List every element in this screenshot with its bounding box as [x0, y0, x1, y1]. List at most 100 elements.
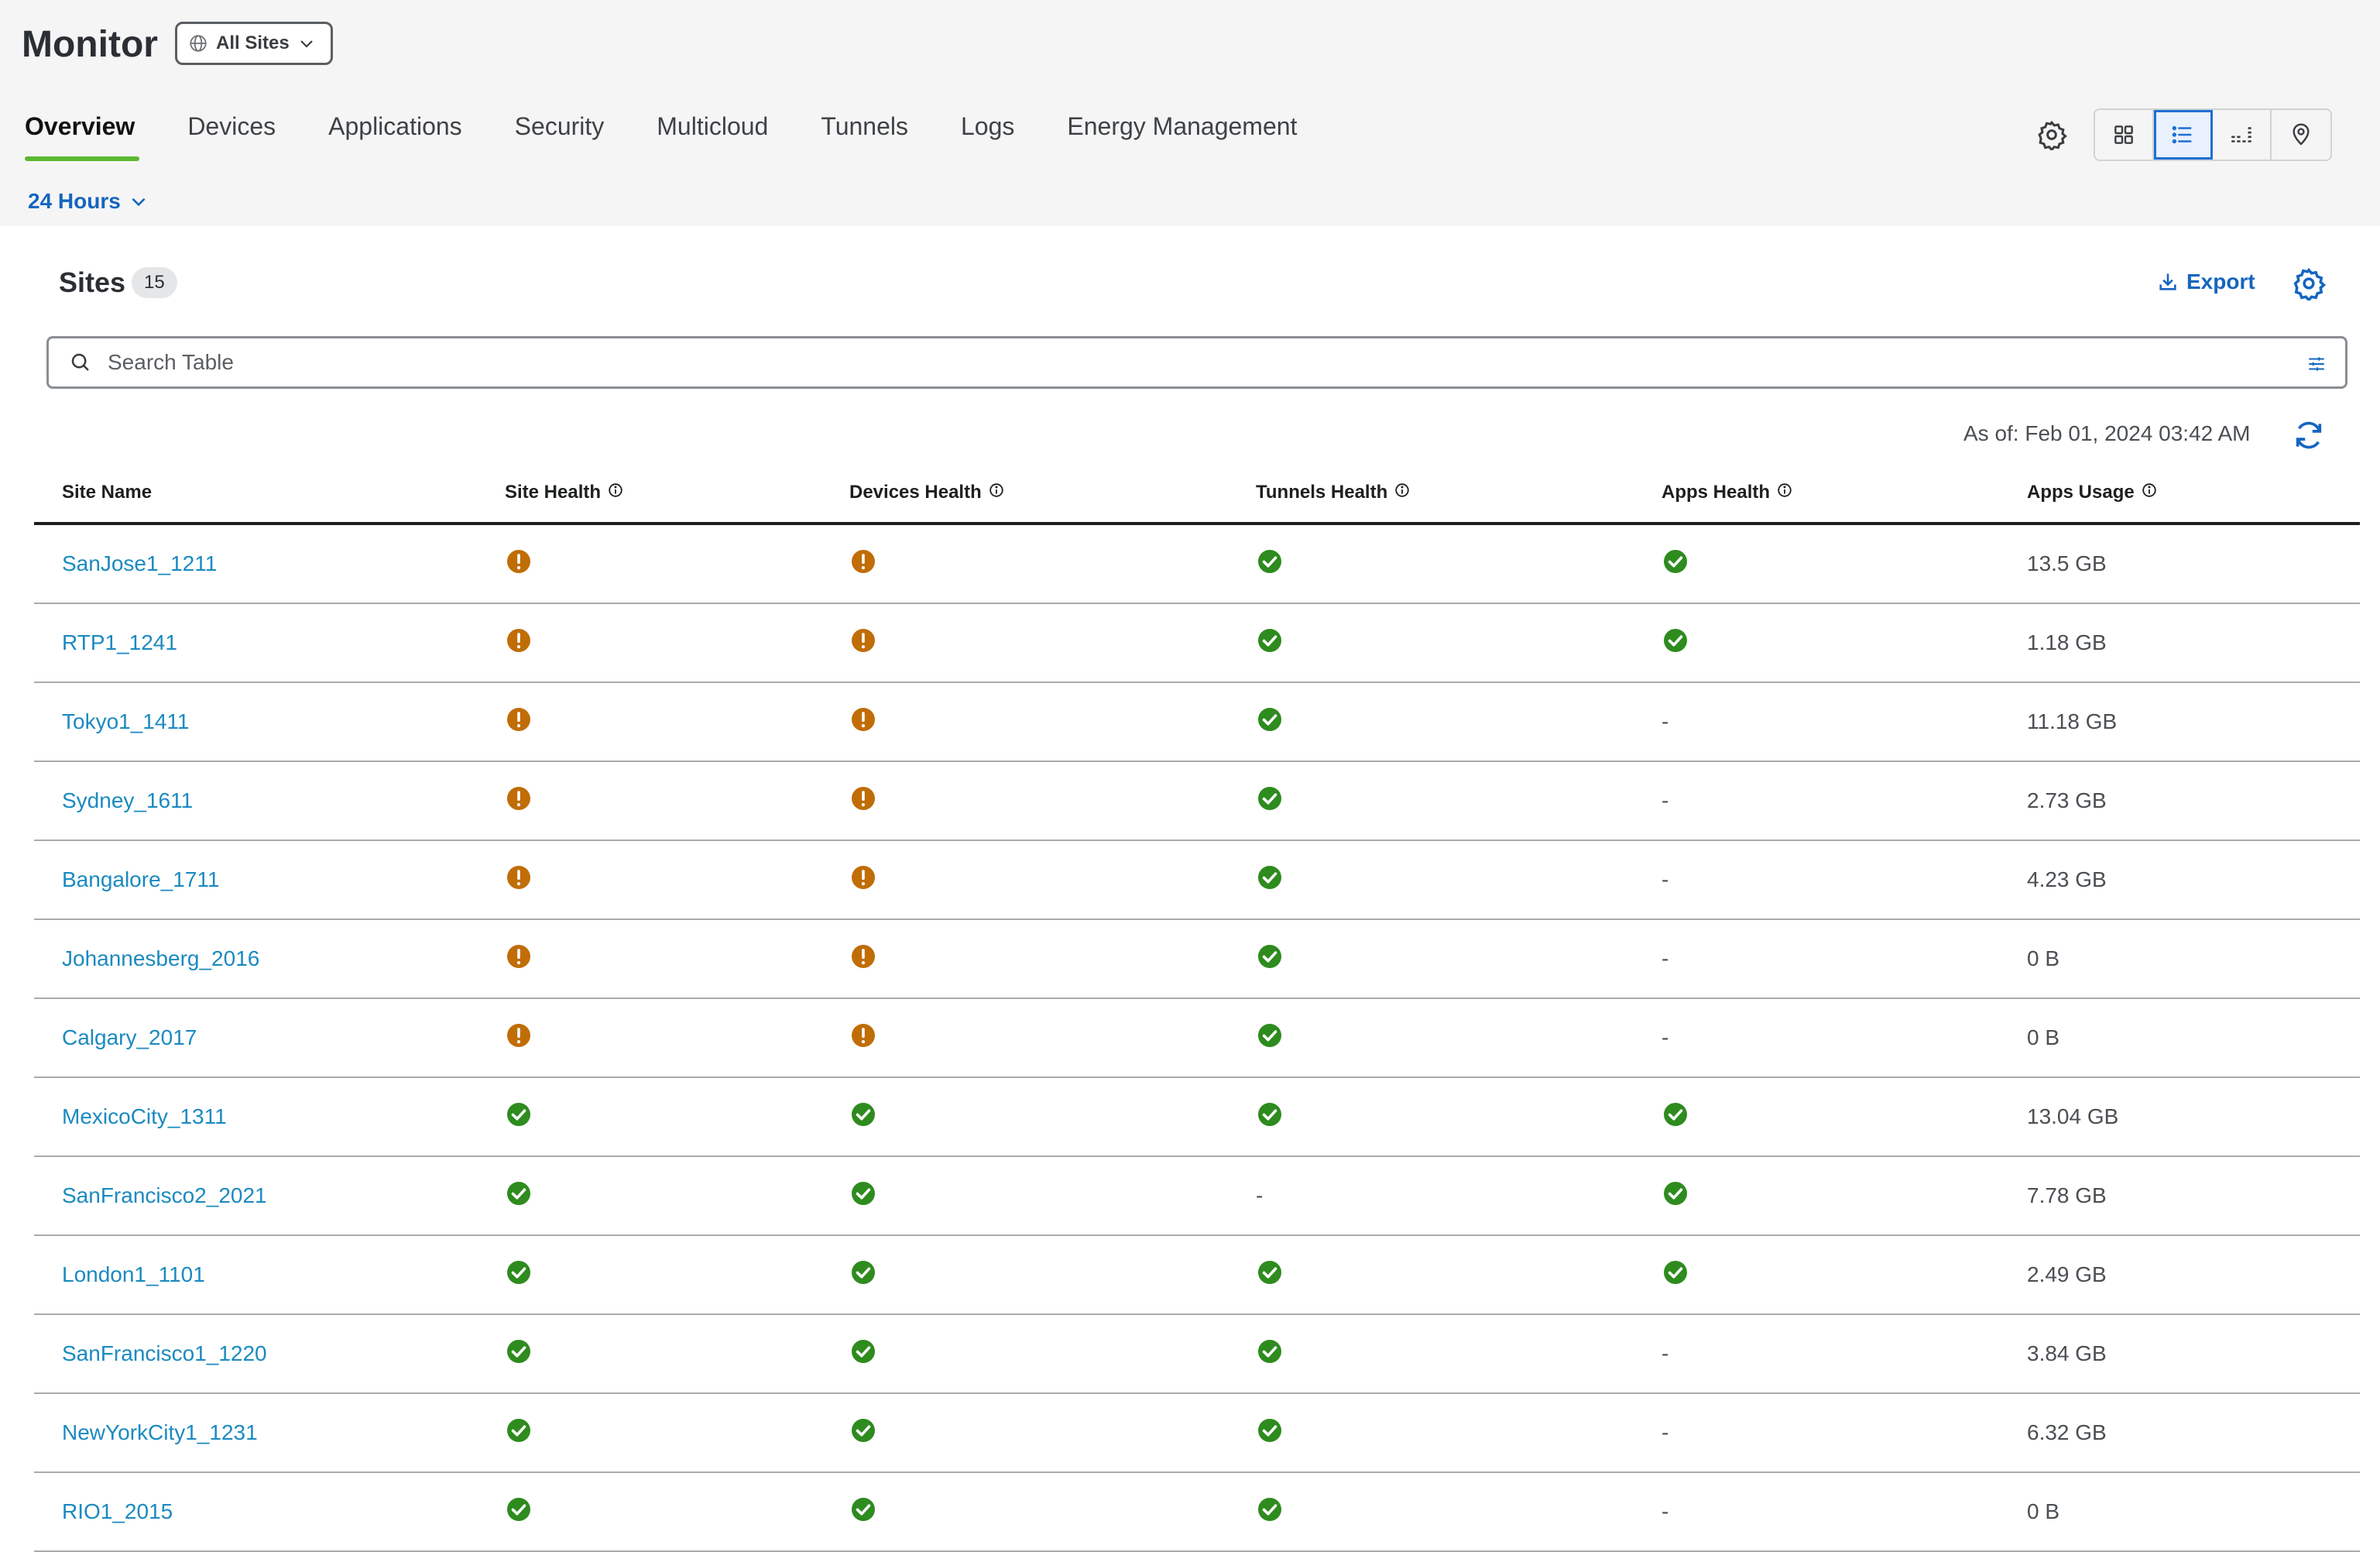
tab-overview[interactable]: Overview	[25, 107, 140, 161]
site-name-cell: SanFrancisco2_2021	[34, 1183, 477, 1208]
tunnels-health-cell	[1228, 1100, 1634, 1134]
apps-health-cell: -	[1634, 1420, 1999, 1445]
tunnels-health-cell	[1228, 706, 1634, 739]
no-data-dash: -	[1662, 1420, 1669, 1444]
site-name-cell: Tokyo1_1411	[34, 709, 477, 734]
info-icon[interactable]	[1776, 482, 1793, 504]
site-health-cell	[477, 1100, 821, 1134]
apps-usage-cell: 2.73 GB	[2027, 788, 2107, 812]
site-name-link[interactable]: RIO1_2015	[62, 1499, 173, 1523]
tunnels-health-cell	[1228, 627, 1634, 660]
column-header-devices-health[interactable]: Devices Health	[821, 482, 1228, 504]
tunnels-health-cell	[1228, 1337, 1634, 1371]
column-header-site-name[interactable]: Site Name	[62, 482, 153, 503]
site-name-link[interactable]: NewYorkCity1_1231	[62, 1420, 258, 1444]
info-icon[interactable]	[988, 482, 1005, 504]
apps-health-cell: -	[1634, 709, 1999, 734]
tunnels-health-cell: -	[1228, 1183, 1634, 1208]
check-circle-icon	[1256, 785, 1284, 818]
site-name-cell: RIO1_2015	[34, 1499, 477, 1524]
tab-applications[interactable]: Applications	[328, 112, 462, 140]
site-name-link[interactable]: Johannesberg_2016	[62, 946, 260, 970]
site-name-cell: Sydney_1611	[34, 788, 477, 813]
no-data-dash: -	[1662, 867, 1669, 891]
chevron-down-icon	[132, 197, 146, 207]
search-table-field	[46, 336, 2347, 389]
site-health-cell	[477, 1258, 821, 1292]
check-circle-icon	[849, 1258, 877, 1292]
apps-usage-cell: 1.18 GB	[2027, 630, 2107, 654]
apps-usage-cell: 0 B	[2027, 1025, 2060, 1049]
tunnels-health-cell	[1228, 864, 1634, 897]
site-name-link[interactable]: SanFrancisco1_1220	[62, 1341, 267, 1365]
tile-view-button[interactable]	[2095, 110, 2154, 160]
site-name-link[interactable]: SanJose1_1211	[62, 551, 218, 575]
warning-icon	[849, 548, 877, 581]
site-name-link[interactable]: SanFrancisco2_2021	[62, 1183, 267, 1207]
list-icon	[2172, 125, 2192, 144]
check-circle-icon	[1662, 1258, 1689, 1292]
page-title: Monitor	[22, 24, 158, 65]
tab-logs[interactable]: Logs	[960, 112, 1015, 140]
site-health-cell	[477, 785, 821, 818]
table-row: London1_1101 2.49 GB	[34, 1236, 2360, 1315]
bar-list-view-button[interactable]	[2213, 110, 2272, 160]
gear-icon[interactable]	[2033, 116, 2070, 153]
apps-usage-cell: 6.32 GB	[2027, 1420, 2107, 1444]
column-header-apps-health[interactable]: Apps Health	[1634, 482, 1999, 504]
site-name-cell: SanFrancisco1_1220	[34, 1341, 477, 1366]
table-body: SanJose1_1211 13.5 GB RTP1_1241 1.18 GB Toky…	[34, 525, 2360, 1552]
apps-health-cell	[1634, 1100, 1999, 1134]
filter-sliders-icon[interactable]	[2306, 354, 2327, 374]
info-icon[interactable]	[2141, 482, 2158, 504]
no-data-dash: -	[1662, 1025, 1669, 1049]
info-icon[interactable]	[1394, 482, 1411, 504]
devices-health-cell	[821, 1179, 1228, 1213]
devices-health-cell	[821, 864, 1228, 897]
site-name-link[interactable]: RTP1_1241	[62, 630, 177, 654]
table-row: RTP1_1241 1.18 GB	[34, 604, 2360, 683]
time-range-dropdown[interactable]: 24 Hours	[28, 189, 149, 214]
globe-icon	[190, 35, 207, 52]
export-button[interactable]: Export	[2157, 270, 2255, 294]
check-circle-icon	[505, 1258, 533, 1292]
check-circle-icon	[1256, 1258, 1284, 1292]
apps-health-cell: -	[1634, 1025, 1999, 1050]
check-circle-icon	[505, 1179, 533, 1213]
map-view-button[interactable]	[2272, 110, 2330, 160]
site-name-link[interactable]: London1_1101	[62, 1262, 205, 1286]
apps-usage-cell: 13.04 GB	[2027, 1104, 2119, 1128]
no-data-dash: -	[1662, 1499, 1669, 1523]
devices-health-cell	[821, 1495, 1228, 1529]
column-header-tunnels-health[interactable]: Tunnels Health	[1228, 482, 1634, 504]
search-input[interactable]	[108, 350, 2198, 375]
monitor-tabs: Overview Devices Applications Security M…	[25, 107, 1297, 161]
table-settings-gear-icon[interactable]	[2292, 266, 2327, 304]
check-circle-icon	[849, 1337, 877, 1371]
tab-tunnels[interactable]: Tunnels	[821, 112, 908, 140]
check-circle-icon	[505, 1100, 533, 1134]
tab-security[interactable]: Security	[514, 112, 605, 140]
check-circle-icon	[849, 1100, 877, 1134]
site-name-cell: Johannesberg_2016	[34, 946, 477, 971]
column-header-apps-usage[interactable]: Apps Usage	[1999, 482, 2360, 504]
list-view-button[interactable]	[2154, 110, 2213, 160]
table-row: Calgary_2017 - 0 B	[34, 999, 2360, 1078]
check-circle-icon	[1256, 706, 1284, 739]
info-icon[interactable]	[607, 482, 624, 504]
table-row: NewYorkCity1_1231 - 6.32 GB	[34, 1394, 2360, 1473]
check-circle-icon	[505, 1495, 533, 1529]
site-selector[interactable]: All Sites	[175, 22, 333, 65]
site-name-link[interactable]: Sydney_1611	[62, 788, 194, 812]
refresh-icon[interactable]	[2292, 418, 2326, 456]
site-name-link[interactable]: Bangalore_1711	[62, 867, 220, 891]
check-circle-icon	[1256, 548, 1284, 581]
tab-energy-management[interactable]: Energy Management	[1067, 112, 1298, 140]
site-name-link[interactable]: Calgary_2017	[62, 1025, 197, 1049]
tab-multicloud[interactable]: Multicloud	[657, 112, 769, 140]
site-name-link[interactable]: MexicoCity_1311	[62, 1104, 227, 1128]
tab-devices[interactable]: Devices	[187, 112, 276, 140]
sites-title: Sites	[59, 266, 126, 298]
column-header-site-health[interactable]: Site Health	[477, 482, 821, 504]
site-name-link[interactable]: Tokyo1_1411	[62, 709, 190, 733]
